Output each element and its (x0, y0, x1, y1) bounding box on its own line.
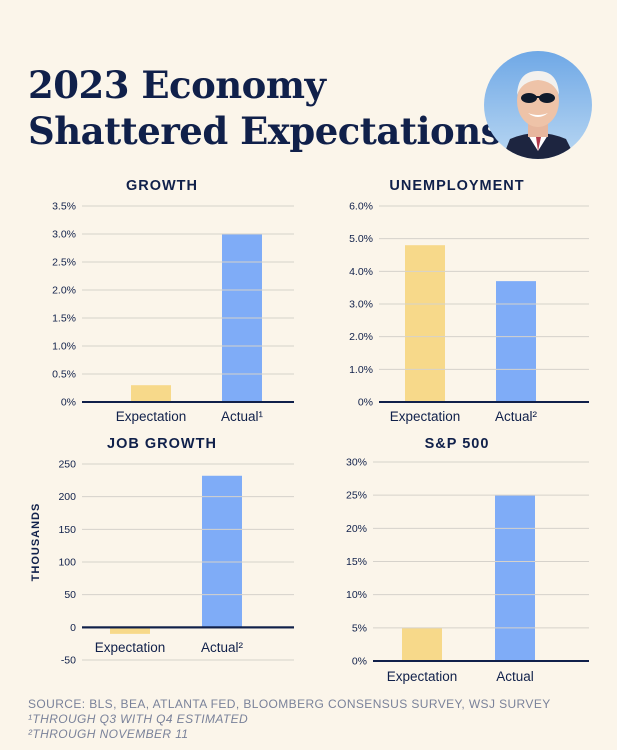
footnote-2: ²THROUGH NOVEMBER 11 (28, 727, 189, 741)
y-tick-label: -50 (61, 655, 76, 667)
expectation-bar (402, 627, 442, 661)
category-label: Expectation (387, 669, 458, 684)
y-tick-label: 30% (346, 457, 367, 469)
category-label: Expectation (390, 409, 461, 424)
y-tick-label: 10% (346, 589, 367, 601)
job-growth-chart: JOB GROWTH THOUSANDS -50 0 50 100 150 200 250 E… (22, 436, 302, 681)
actual-bar (202, 475, 242, 628)
sp500-chart: S&P 500 0% 5% 10% 15% 20% 25% 30% Expectation Ac… (317, 436, 597, 684)
y-tick-label: 2.0% (349, 331, 373, 343)
expectation-bar (405, 245, 445, 402)
sp500-chart-plot: 0% 5% 10% 15% 20% 25% 30% Expectation Actual (346, 457, 589, 684)
y-tick-label: 0.5% (52, 369, 76, 381)
y-tick-label: 0 (70, 622, 76, 634)
unemployment-chart-plot: 0% 1.0% 2.0% 3.0% 4.0% 5.0% 6.0% Expectation Act… (349, 201, 589, 424)
chart-title: S&P 500 (424, 436, 490, 452)
category-label: Actual¹ (221, 409, 264, 424)
category-label: Actual² (201, 640, 244, 655)
chart-title: GROWTH (125, 178, 199, 194)
y-tick-label: 0% (352, 656, 367, 668)
y-tick-label: 0% (358, 397, 373, 409)
footnote-1: ¹THROUGH Q3 WITH Q4 ESTIMATED (28, 712, 249, 726)
actual-bar (495, 495, 535, 661)
actual-bar (496, 281, 536, 402)
page-title: 2023 Economy Shattered Expectations (28, 62, 501, 154)
expectation-bar (110, 627, 150, 634)
y-tick-label: 200 (58, 491, 76, 503)
y-tick-label: 2.0% (52, 285, 76, 297)
y-tick-label: 1.0% (349, 364, 373, 376)
y-tick-label: 2.5% (52, 257, 76, 269)
y-tick-label: 4.0% (349, 266, 373, 278)
title-line-2: Shattered Expectations (28, 109, 501, 153)
y-tick-label: 1.5% (52, 313, 76, 325)
y-tick-label: 25% (346, 490, 367, 502)
footer: SOURCE: BLS, BEA, ATLANTA FED, BLOOMBERG… (28, 697, 551, 742)
category-label: Actual² (495, 409, 538, 424)
category-label: Expectation (116, 409, 187, 424)
title-line-1: 2023 Economy (28, 63, 326, 107)
y-tick-label: 0% (61, 397, 76, 409)
y-tick-label: 5.0% (349, 233, 373, 245)
job-growth-chart-plot: -50 0 50 100 150 200 250 Expectation Actual² (58, 459, 294, 667)
chart-title: UNEMPLOYMENT (389, 178, 525, 194)
unemployment-chart: UNEMPLOYMENT 0% 1.0% 2.0% 3.0% 4.0% 5.0% 6.0% E… (317, 178, 597, 428)
category-label: Expectation (95, 640, 166, 655)
portrait-avatar (484, 51, 592, 159)
chart-title: JOB GROWTH (107, 436, 217, 452)
source-text: SOURCE: BLS, BEA, ATLANTA FED, BLOOMBERG… (28, 697, 551, 711)
y-tick-label: 6.0% (349, 201, 373, 213)
y-tick-label: 250 (58, 459, 76, 471)
y-tick-label: 5% (352, 622, 367, 634)
y-tick-label: 15% (346, 556, 367, 568)
y-tick-label: 150 (58, 524, 76, 536)
growth-chart: GROWTH 0% 0.5% 1.0% 1.5% 2.0% 2.5% 3.0% 3.5% Exp… (22, 178, 302, 428)
y-tick-label: 100 (58, 557, 76, 569)
y-tick-label: 3.0% (349, 299, 373, 311)
y-tick-label: 1.0% (52, 341, 76, 353)
category-label: Actual (496, 669, 534, 684)
y-tick-label: 3.5% (52, 201, 76, 213)
y-tick-label: 3.0% (52, 229, 76, 241)
expectation-bar (131, 385, 171, 402)
growth-chart-plot: 0% 0.5% 1.0% 1.5% 2.0% 2.5% 3.0% 3.5% Expectatio… (52, 201, 294, 424)
y-tick-label: 50 (64, 589, 76, 601)
y-tick-label: 20% (346, 523, 367, 535)
